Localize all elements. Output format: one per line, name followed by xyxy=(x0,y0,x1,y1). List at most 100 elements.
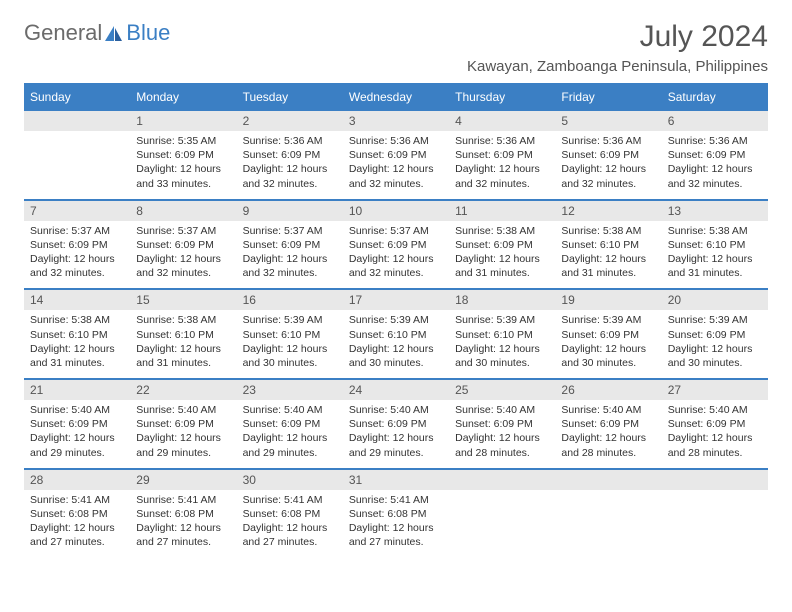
day-detail: Sunrise: 5:38 AMSunset: 6:09 PMDaylight:… xyxy=(449,221,555,289)
empty-day-num xyxy=(24,111,130,131)
day-header-tuesday: Tuesday xyxy=(237,84,343,110)
day-cell: 12Sunrise: 5:38 AMSunset: 6:10 PMDayligh… xyxy=(555,200,661,290)
day-header-friday: Friday xyxy=(555,84,661,110)
day-number: 9 xyxy=(237,201,343,221)
day-detail: Sunrise: 5:40 AMSunset: 6:09 PMDaylight:… xyxy=(662,400,768,468)
day-number: 4 xyxy=(449,111,555,131)
day-cell: 9Sunrise: 5:37 AMSunset: 6:09 PMDaylight… xyxy=(237,200,343,290)
week-row: 14Sunrise: 5:38 AMSunset: 6:10 PMDayligh… xyxy=(24,289,768,379)
empty-day-detail xyxy=(449,490,555,546)
day-number: 14 xyxy=(24,290,130,310)
week-row: 7Sunrise: 5:37 AMSunset: 6:09 PMDaylight… xyxy=(24,200,768,290)
day-cell: 31Sunrise: 5:41 AMSunset: 6:08 PMDayligh… xyxy=(343,469,449,558)
day-number: 6 xyxy=(662,111,768,131)
day-number: 10 xyxy=(343,201,449,221)
day-cell xyxy=(24,110,130,200)
day-number: 29 xyxy=(130,470,236,490)
calendar-table: SundayMondayTuesdayWednesdayThursdayFrid… xyxy=(24,83,768,557)
day-cell xyxy=(555,469,661,558)
day-number: 17 xyxy=(343,290,449,310)
day-number: 23 xyxy=(237,380,343,400)
day-number: 11 xyxy=(449,201,555,221)
day-number: 2 xyxy=(237,111,343,131)
day-cell: 8Sunrise: 5:37 AMSunset: 6:09 PMDaylight… xyxy=(130,200,236,290)
day-detail: Sunrise: 5:38 AMSunset: 6:10 PMDaylight:… xyxy=(24,310,130,378)
day-number: 20 xyxy=(662,290,768,310)
day-cell: 14Sunrise: 5:38 AMSunset: 6:10 PMDayligh… xyxy=(24,289,130,379)
day-detail: Sunrise: 5:39 AMSunset: 6:10 PMDaylight:… xyxy=(449,310,555,378)
day-number: 19 xyxy=(555,290,661,310)
day-number: 18 xyxy=(449,290,555,310)
day-detail: Sunrise: 5:40 AMSunset: 6:09 PMDaylight:… xyxy=(237,400,343,468)
title-block: July 2024 Kawayan, Zamboanga Peninsula, … xyxy=(467,20,768,75)
day-number: 22 xyxy=(130,380,236,400)
day-cell: 25Sunrise: 5:40 AMSunset: 6:09 PMDayligh… xyxy=(449,379,555,469)
day-number: 12 xyxy=(555,201,661,221)
logo: General Blue xyxy=(24,20,170,46)
empty-day-num xyxy=(555,470,661,490)
day-cell: 13Sunrise: 5:38 AMSunset: 6:10 PMDayligh… xyxy=(662,200,768,290)
day-header-sunday: Sunday xyxy=(24,84,130,110)
day-cell: 20Sunrise: 5:39 AMSunset: 6:09 PMDayligh… xyxy=(662,289,768,379)
calendar-page: General Blue July 2024 Kawayan, Zamboang… xyxy=(0,0,792,612)
day-number: 25 xyxy=(449,380,555,400)
day-cell: 1Sunrise: 5:35 AMSunset: 6:09 PMDaylight… xyxy=(130,110,236,200)
day-cell: 6Sunrise: 5:36 AMSunset: 6:09 PMDaylight… xyxy=(662,110,768,200)
week-row: 28Sunrise: 5:41 AMSunset: 6:08 PMDayligh… xyxy=(24,469,768,558)
day-number: 7 xyxy=(24,201,130,221)
day-detail: Sunrise: 5:41 AMSunset: 6:08 PMDaylight:… xyxy=(130,490,236,558)
empty-day-detail xyxy=(555,490,661,546)
day-cell: 23Sunrise: 5:40 AMSunset: 6:09 PMDayligh… xyxy=(237,379,343,469)
day-detail: Sunrise: 5:39 AMSunset: 6:09 PMDaylight:… xyxy=(662,310,768,378)
calendar-body: 1Sunrise: 5:35 AMSunset: 6:09 PMDaylight… xyxy=(24,110,768,557)
day-cell: 22Sunrise: 5:40 AMSunset: 6:09 PMDayligh… xyxy=(130,379,236,469)
day-number: 5 xyxy=(555,111,661,131)
location-text: Kawayan, Zamboanga Peninsula, Philippine… xyxy=(467,58,768,75)
day-number: 15 xyxy=(130,290,236,310)
day-cell: 7Sunrise: 5:37 AMSunset: 6:09 PMDaylight… xyxy=(24,200,130,290)
day-detail: Sunrise: 5:40 AMSunset: 6:09 PMDaylight:… xyxy=(343,400,449,468)
day-cell: 29Sunrise: 5:41 AMSunset: 6:08 PMDayligh… xyxy=(130,469,236,558)
empty-day-num xyxy=(662,470,768,490)
day-detail: Sunrise: 5:39 AMSunset: 6:10 PMDaylight:… xyxy=(343,310,449,378)
header: General Blue July 2024 Kawayan, Zamboang… xyxy=(24,20,768,75)
logo-text-gray: General xyxy=(24,20,102,46)
day-cell: 24Sunrise: 5:40 AMSunset: 6:09 PMDayligh… xyxy=(343,379,449,469)
day-header-monday: Monday xyxy=(130,84,236,110)
week-row: 21Sunrise: 5:40 AMSunset: 6:09 PMDayligh… xyxy=(24,379,768,469)
day-detail: Sunrise: 5:38 AMSunset: 6:10 PMDaylight:… xyxy=(130,310,236,378)
day-number: 24 xyxy=(343,380,449,400)
empty-day-detail xyxy=(662,490,768,546)
day-number: 27 xyxy=(662,380,768,400)
day-detail: Sunrise: 5:38 AMSunset: 6:10 PMDaylight:… xyxy=(662,221,768,289)
empty-day-detail xyxy=(24,131,130,187)
month-title: July 2024 xyxy=(467,20,768,54)
day-cell: 26Sunrise: 5:40 AMSunset: 6:09 PMDayligh… xyxy=(555,379,661,469)
day-cell: 19Sunrise: 5:39 AMSunset: 6:09 PMDayligh… xyxy=(555,289,661,379)
day-cell: 4Sunrise: 5:36 AMSunset: 6:09 PMDaylight… xyxy=(449,110,555,200)
day-number: 16 xyxy=(237,290,343,310)
day-detail: Sunrise: 5:37 AMSunset: 6:09 PMDaylight:… xyxy=(237,221,343,289)
day-header-row: SundayMondayTuesdayWednesdayThursdayFrid… xyxy=(24,84,768,110)
day-number: 26 xyxy=(555,380,661,400)
day-cell xyxy=(449,469,555,558)
day-cell: 5Sunrise: 5:36 AMSunset: 6:09 PMDaylight… xyxy=(555,110,661,200)
day-number: 13 xyxy=(662,201,768,221)
day-detail: Sunrise: 5:35 AMSunset: 6:09 PMDaylight:… xyxy=(130,131,236,199)
day-cell: 16Sunrise: 5:39 AMSunset: 6:10 PMDayligh… xyxy=(237,289,343,379)
empty-day-num xyxy=(449,470,555,490)
day-detail: Sunrise: 5:40 AMSunset: 6:09 PMDaylight:… xyxy=(130,400,236,468)
day-detail: Sunrise: 5:36 AMSunset: 6:09 PMDaylight:… xyxy=(449,131,555,199)
week-row: 1Sunrise: 5:35 AMSunset: 6:09 PMDaylight… xyxy=(24,110,768,200)
day-cell: 18Sunrise: 5:39 AMSunset: 6:10 PMDayligh… xyxy=(449,289,555,379)
day-detail: Sunrise: 5:37 AMSunset: 6:09 PMDaylight:… xyxy=(130,221,236,289)
day-number: 31 xyxy=(343,470,449,490)
day-number: 1 xyxy=(130,111,236,131)
day-detail: Sunrise: 5:36 AMSunset: 6:09 PMDaylight:… xyxy=(662,131,768,199)
logo-sail-icon xyxy=(104,23,126,43)
day-cell: 11Sunrise: 5:38 AMSunset: 6:09 PMDayligh… xyxy=(449,200,555,290)
day-detail: Sunrise: 5:41 AMSunset: 6:08 PMDaylight:… xyxy=(237,490,343,558)
day-detail: Sunrise: 5:41 AMSunset: 6:08 PMDaylight:… xyxy=(24,490,130,558)
day-cell: 2Sunrise: 5:36 AMSunset: 6:09 PMDaylight… xyxy=(237,110,343,200)
day-detail: Sunrise: 5:37 AMSunset: 6:09 PMDaylight:… xyxy=(24,221,130,289)
